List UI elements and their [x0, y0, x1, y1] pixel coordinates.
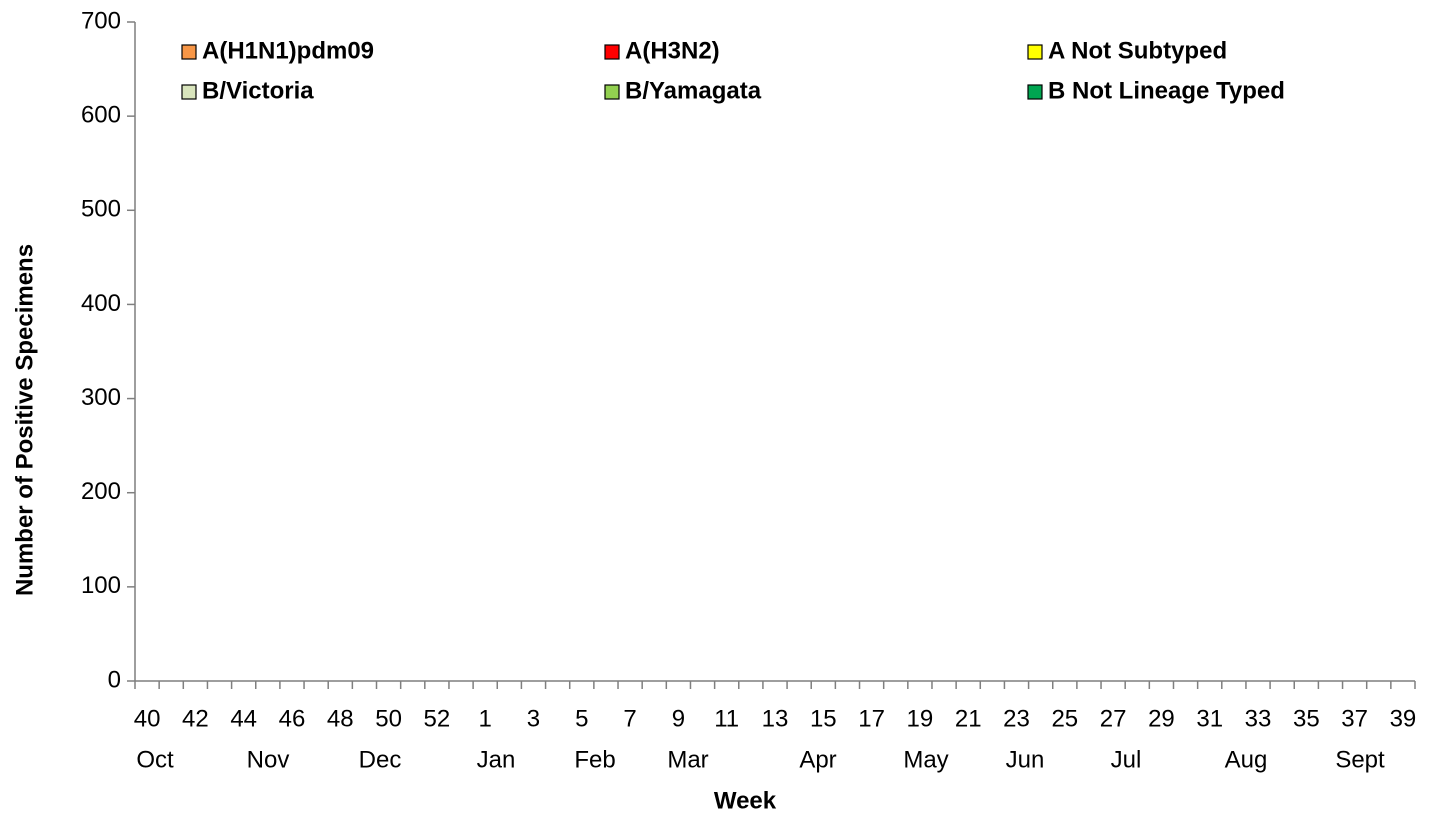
x-tick-label: 39 — [1390, 705, 1417, 732]
x-tick-label: 7 — [623, 705, 636, 732]
month-label: Feb — [574, 746, 615, 773]
x-tick-label: 33 — [1245, 705, 1272, 732]
month-label: Aug — [1225, 746, 1268, 773]
x-tick-label: 44 — [230, 705, 257, 732]
x-tick-label: 46 — [279, 705, 306, 732]
month-label: Dec — [359, 746, 402, 773]
legend-label: B/Yamagata — [625, 77, 762, 104]
legend-label: A(H1N1)pdm09 — [202, 37, 374, 64]
x-tick-label: 9 — [672, 705, 685, 732]
month-label: Jan — [477, 746, 516, 773]
x-tick-label: 48 — [327, 705, 354, 732]
x-tick-label: 50 — [375, 705, 402, 732]
legend-swatch — [181, 44, 197, 60]
month-label: Nov — [247, 746, 290, 773]
x-tick-label: 25 — [1051, 705, 1078, 732]
y-axis-label: Number of Positive Specimens — [11, 244, 38, 596]
y-tick-label: 400 — [81, 290, 121, 317]
x-tick-label: 23 — [1003, 705, 1030, 732]
x-tick-label: 11 — [714, 705, 739, 732]
x-tick-label: 3 — [527, 705, 540, 732]
legend-label: B Not Lineage Typed — [1048, 77, 1285, 104]
x-tick-label: 27 — [1100, 705, 1127, 732]
x-tick-label: 42 — [182, 705, 209, 732]
y-tick-label: 600 — [81, 101, 121, 128]
legend-swatch — [1027, 44, 1043, 60]
x-tick-label: 21 — [955, 705, 982, 732]
x-tick-label: 1 — [479, 705, 492, 732]
x-tick-label: 35 — [1293, 705, 1320, 732]
x-tick-label: 37 — [1341, 705, 1368, 732]
y-tick-label: 300 — [81, 384, 121, 411]
y-tick-label: 100 — [81, 572, 121, 599]
legend-swatch — [604, 84, 620, 100]
x-tick-label: 40 — [134, 705, 161, 732]
y-tick-label: 200 — [81, 478, 121, 505]
x-tick-label: 15 — [810, 705, 837, 732]
legend-label: B/Victoria — [202, 77, 314, 104]
legend-swatch — [1027, 84, 1043, 100]
x-tick-label: 5 — [575, 705, 588, 732]
x-tick-label: 31 — [1196, 705, 1223, 732]
x-axis-label: Week — [714, 787, 777, 814]
month-label: Jun — [1006, 746, 1045, 773]
y-tick-label: 0 — [108, 666, 121, 693]
x-tick-label: 17 — [858, 705, 885, 732]
legend-label: A Not Subtyped — [1048, 37, 1227, 64]
month-label: Mar — [667, 746, 708, 773]
month-label: Oct — [136, 746, 174, 773]
legend-label: A(H3N2) — [625, 37, 720, 64]
legend-swatch — [604, 44, 620, 60]
x-tick-label: 29 — [1148, 705, 1175, 732]
x-tick-label: 13 — [762, 705, 789, 732]
month-label: May — [903, 746, 948, 773]
y-tick-label: 700 — [81, 7, 121, 34]
month-label: Jul — [1111, 746, 1142, 773]
month-label: Sept — [1335, 746, 1385, 773]
month-label: Apr — [799, 746, 836, 773]
x-tick-label: 19 — [907, 705, 934, 732]
y-tick-label: 500 — [81, 196, 121, 223]
x-tick-label: 52 — [424, 705, 451, 732]
legend-swatch — [181, 84, 197, 100]
